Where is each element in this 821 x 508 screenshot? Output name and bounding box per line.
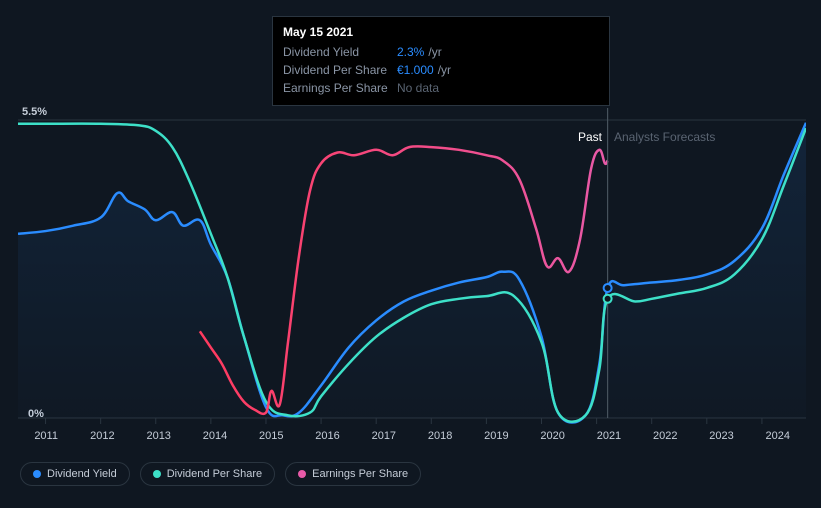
tooltip-value: 2.3%/yr	[397, 45, 442, 59]
tooltip-row: Dividend Per Share €1.000/yr	[283, 61, 599, 79]
tooltip-date: May 15 2021	[283, 25, 599, 39]
legend-label: Dividend Per Share	[167, 468, 262, 480]
legend-dot-icon	[153, 470, 161, 478]
x-tick: 2012	[74, 430, 130, 442]
legend-dot-icon	[33, 470, 41, 478]
tooltip-label: Earnings Per Share	[283, 81, 397, 95]
tooltip-nodata: No data	[397, 81, 439, 95]
tooltip-value: €1.000/yr	[397, 63, 451, 77]
tooltip-label: Dividend Yield	[283, 45, 397, 59]
tooltip-row: Dividend Yield 2.3%/yr	[283, 43, 599, 61]
x-tick: 2021	[581, 430, 637, 442]
chart-svg	[18, 108, 806, 428]
x-axis: 2011201220132014201520162017201820192020…	[18, 430, 806, 442]
x-tick: 2024	[750, 430, 806, 442]
legend-label: Dividend Yield	[47, 468, 117, 480]
x-tick: 2016	[299, 430, 355, 442]
x-tick: 2014	[187, 430, 243, 442]
x-tick: 2017	[356, 430, 412, 442]
legend-item[interactable]: Dividend Yield	[20, 462, 130, 486]
x-tick: 2018	[412, 430, 468, 442]
x-tick: 2019	[468, 430, 524, 442]
x-tick: 2015	[243, 430, 299, 442]
forecast-label: Analysts Forecasts	[614, 130, 715, 144]
tooltip-row: Earnings Per Share No data	[283, 79, 599, 97]
chart-tooltip: May 15 2021 Dividend Yield 2.3%/yr Divid…	[272, 16, 610, 106]
legend-item[interactable]: Earnings Per Share	[285, 462, 421, 486]
x-tick: 2022	[637, 430, 693, 442]
chart-area[interactable]	[18, 108, 806, 428]
legend-dot-icon	[298, 470, 306, 478]
past-label: Past	[578, 130, 602, 144]
x-tick: 2013	[131, 430, 187, 442]
legend-item[interactable]: Dividend Per Share	[140, 462, 275, 486]
legend: Dividend Yield Dividend Per Share Earnings…	[20, 462, 421, 486]
tooltip-label: Dividend Per Share	[283, 63, 397, 77]
x-tick: 2011	[18, 430, 74, 442]
x-tick: 2023	[693, 430, 749, 442]
legend-label: Earnings Per Share	[312, 468, 408, 480]
x-tick: 2020	[525, 430, 581, 442]
